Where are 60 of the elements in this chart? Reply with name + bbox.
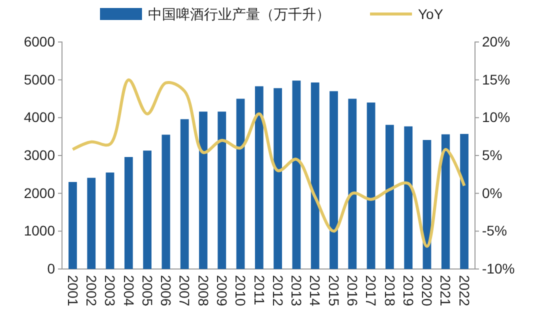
bar — [180, 119, 189, 269]
x-tick-label: 2019 — [400, 275, 416, 306]
x-tick-label: 2018 — [382, 275, 398, 306]
bar — [330, 91, 338, 269]
y-tick-label: 2000 — [24, 184, 56, 201]
x-tick-label: 2015 — [326, 275, 342, 306]
bar — [143, 150, 152, 269]
x-tick-label: 2009 — [214, 275, 230, 306]
y-tick-label: 1000 — [24, 222, 56, 239]
bar — [68, 182, 77, 269]
x-tick-label: 2008 — [195, 275, 212, 306]
x-tick-label: 2022 — [456, 275, 472, 306]
bar — [124, 157, 133, 269]
x-tick-label: 2004 — [120, 275, 137, 306]
bar — [310, 82, 320, 269]
y-tick-label: 6000 — [24, 33, 56, 50]
y2-tick-label: 15% — [482, 71, 510, 88]
bar — [254, 86, 264, 269]
bar — [87, 178, 96, 269]
x-tick-label: 2003 — [102, 275, 118, 306]
x-tick-label: 2007 — [176, 275, 193, 306]
y-tick-label: 3000 — [24, 146, 56, 163]
x-tick-label: 2016 — [344, 275, 361, 306]
bar — [106, 172, 114, 269]
legend-label: 中国啤酒行业产量（万千升） — [148, 6, 330, 22]
x-tick-label: 2010 — [232, 275, 249, 306]
y2-tick-label: -10% — [482, 260, 515, 276]
y2-tick-label: 0% — [482, 184, 502, 201]
x-tick-label: 2020 — [419, 275, 436, 306]
y2-tick-label: 5% — [482, 146, 502, 163]
bar — [199, 112, 208, 269]
line-series — [71, 78, 466, 248]
bar — [386, 124, 394, 269]
bar — [274, 88, 282, 269]
x-tick-label: 2001 — [64, 275, 81, 306]
x-tick-label: 2002 — [83, 275, 100, 306]
bar — [292, 80, 301, 269]
legend-label: YoY — [418, 6, 444, 22]
bar — [218, 112, 226, 269]
bar — [236, 98, 245, 269]
x-tick-label: 2012 — [270, 275, 286, 306]
x-tick-label: 2013 — [288, 275, 305, 306]
x-tick-label: 2017 — [363, 275, 380, 306]
bar — [348, 98, 357, 269]
bar — [404, 126, 413, 269]
x-tick-label: 2021 — [438, 275, 454, 306]
y2-tick-label: -5% — [482, 222, 507, 239]
x-tick-label: 2005 — [139, 275, 156, 306]
y2-tick-label: 10% — [482, 109, 510, 126]
y-tick-label: 4000 — [24, 109, 56, 126]
bar — [460, 134, 468, 269]
y-tick-label: 0 — [47, 260, 56, 276]
x-tick-label: 2014 — [307, 275, 324, 306]
y-tick-label: 5000 — [24, 71, 56, 88]
y2-tick-label: 20% — [482, 33, 510, 50]
x-tick-label: 2006 — [158, 275, 174, 306]
bar — [162, 134, 170, 269]
x-tick-label: 2011 — [251, 275, 268, 306]
bar — [441, 134, 450, 269]
bar — [366, 102, 376, 269]
